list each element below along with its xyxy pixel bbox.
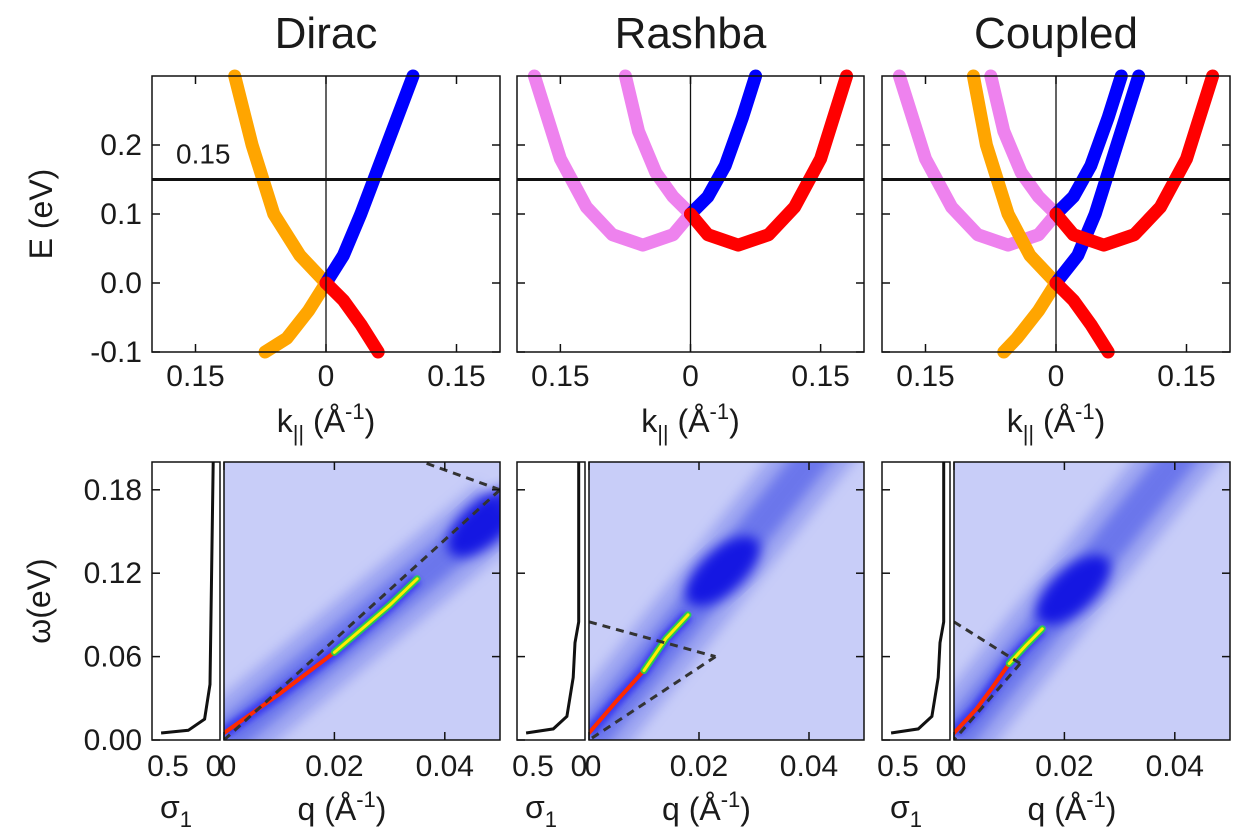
band-panel-dirac: Dirac 0.15 0.15 0 0.15 -0.1 0.0 0.1 0.2 E (eV) k||…	[23, 9, 501, 446]
plot-frame	[516, 461, 586, 741]
sigma-panel-3: 0.5 0 σ1	[877, 461, 953, 832]
x-tick-label: 0	[1048, 360, 1065, 393]
dashed-boundary	[589, 655, 717, 740]
x-tick-label: 0.5	[512, 750, 554, 783]
heatmap-body	[954, 462, 1230, 740]
plot-frame	[151, 461, 221, 741]
plasmon-blob	[685, 536, 760, 606]
x-axis-label: k|| (Å-1)	[1007, 399, 1106, 446]
band-line	[319, 69, 420, 290]
sigma-curve	[525, 462, 581, 735]
x-tick-label: 0.15	[166, 360, 224, 393]
y-tick-label: 0.2	[100, 129, 142, 162]
band-line	[892, 69, 1063, 252]
band-line	[1049, 69, 1220, 252]
x-axis-label: σ1	[890, 789, 922, 832]
x-tick-label: 0.04	[416, 750, 474, 783]
y-tick-label: 0.0	[100, 267, 142, 300]
sigma-curve	[890, 462, 946, 735]
band-line	[966, 69, 1063, 359]
band-line	[319, 276, 385, 359]
dashed-boundary	[954, 662, 1022, 740]
y-tick-label: 0.18	[84, 474, 142, 507]
loss-panel-1: 0 0.02 0.04 q (Å-1)	[220, 461, 501, 827]
x-tick-label: 0.15	[1157, 360, 1215, 393]
plot-frame	[953, 461, 1231, 741]
sigma-curve	[160, 461, 215, 735]
panel-title: Dirac	[275, 9, 378, 58]
band-line	[527, 69, 697, 252]
x-tick-label: 0.5	[877, 750, 919, 783]
band-line	[1049, 69, 1146, 290]
x-axis-label: q (Å-1)	[1028, 787, 1117, 827]
band-line	[684, 69, 854, 252]
x-tick-label: 0	[585, 750, 602, 783]
x-axis-label: k|| (Å-1)	[277, 399, 376, 446]
y-tick-label: 0.1	[100, 198, 142, 231]
x-tick-label: 0.15	[791, 360, 849, 393]
band-panel-rashba: Rashba 0.15 0 0.15 k|| (Å-1)	[516, 9, 865, 446]
heatmap-body	[224, 462, 500, 740]
x-tick-label: 0.15	[427, 360, 485, 393]
y-tick-label: 0.00	[84, 724, 142, 757]
x-tick-label: 0.04	[1146, 750, 1204, 783]
y-tick-label: 0.06	[84, 641, 142, 674]
plasmon-blob	[447, 487, 500, 558]
panel-title: Coupled	[974, 9, 1138, 58]
x-tick-label: 0	[936, 750, 953, 783]
band-line	[984, 69, 1063, 221]
sigma-panel-2: 0.5 0 σ1	[512, 461, 588, 832]
x-axis-label: q (Å-1)	[298, 787, 387, 827]
x-tick-label: 0	[682, 360, 699, 393]
x-tick-label: 0.15	[531, 360, 589, 393]
plot-frame	[881, 461, 951, 741]
loss-panel-2: 0 0.02 0.04 q (Å-1)	[585, 461, 865, 827]
band-line	[1049, 69, 1128, 221]
x-tick-label: 0	[206, 750, 223, 783]
panel-title: Rashba	[615, 9, 767, 58]
plot-frame	[223, 461, 501, 741]
x-axis-label: σ1	[160, 789, 192, 832]
band-panel-coupled: Coupled 0.15 0 0.15 k|| (Å-1)	[881, 9, 1231, 446]
band-line	[228, 69, 333, 359]
plot-frame	[588, 461, 865, 741]
y-tick-label: -0.1	[90, 336, 142, 369]
plasmon-tail-core	[332, 577, 419, 654]
plasmon-tail-core	[1007, 627, 1044, 665]
sigma-panel-1: 0.00 0.06 0.12 0.18 0.5 0 σ1 ω(eV)	[21, 461, 223, 832]
fermi-label: 0.15	[176, 139, 231, 170]
y-axis-label: ω(eV)	[21, 558, 57, 643]
dashed-boundary	[224, 488, 500, 740]
band-line	[618, 69, 697, 221]
loss-panel-3: 0 0.02 0.04 q (Å-1)	[950, 461, 1231, 827]
plasmon-blob	[1036, 555, 1111, 625]
x-tick-label: 0.02	[305, 750, 363, 783]
y-tick-label: 0.12	[84, 557, 142, 590]
x-tick-label: 0.02	[670, 750, 728, 783]
dashed-boundary	[589, 620, 716, 659]
x-axis-label: q (Å-1)	[662, 787, 751, 827]
x-axis-label: k|| (Å-1)	[641, 399, 740, 446]
x-tick-label: 0.15	[896, 360, 954, 393]
x-tick-label: 0	[318, 360, 335, 393]
x-tick-label: 0.04	[780, 750, 838, 783]
y-axis-label: E (eV)	[23, 169, 59, 260]
x-tick-label: 0	[950, 750, 967, 783]
x-axis-label: σ1	[525, 789, 557, 832]
x-tick-label: 0.02	[1035, 750, 1093, 783]
x-tick-label: 0.5	[147, 750, 189, 783]
band-line	[684, 69, 763, 221]
x-tick-label: 0	[220, 750, 237, 783]
band-line	[1049, 276, 1115, 359]
heatmap-body	[589, 462, 864, 740]
plasmon-tail-core	[642, 613, 690, 672]
x-tick-label: 0	[571, 750, 588, 783]
